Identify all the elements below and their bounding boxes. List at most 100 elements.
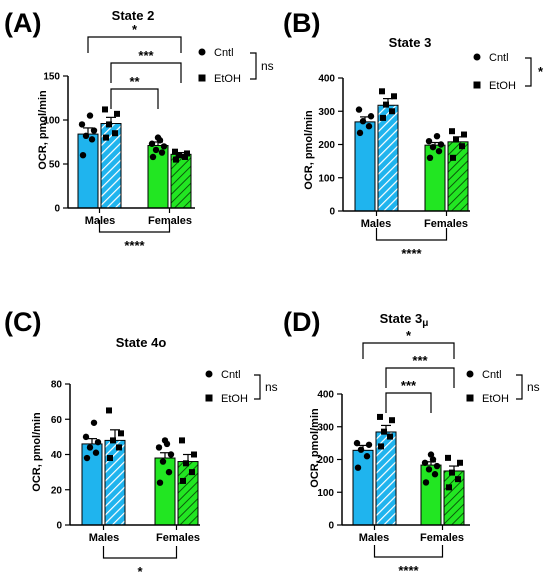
data-point-circle xyxy=(152,146,160,154)
data-point-square xyxy=(389,417,395,424)
cntl-circle-icon xyxy=(466,370,474,378)
data-point-square xyxy=(446,484,452,491)
legend-label-cntl: Cntl xyxy=(489,52,509,64)
data-point-square xyxy=(378,443,384,450)
data-point-square xyxy=(102,106,108,113)
y-tick-label: 0 xyxy=(54,204,60,215)
bar-females-etoh xyxy=(447,141,469,212)
data-point-square xyxy=(450,154,456,161)
legend-bracket xyxy=(516,374,523,400)
data-point-square xyxy=(461,131,467,138)
panel-letter: (A) xyxy=(4,8,41,38)
legend-label-cntl: Cntl xyxy=(214,47,234,59)
data-point-circle xyxy=(161,437,169,444)
data-point-circle xyxy=(367,113,375,120)
y-tick-label: 0 xyxy=(56,521,62,532)
data-point-circle xyxy=(354,464,362,471)
data-point-circle xyxy=(429,143,437,151)
data-point-circle xyxy=(156,479,164,486)
data-point-circle xyxy=(421,459,429,466)
significance-label: ** xyxy=(129,74,140,89)
significance-bracket xyxy=(110,88,159,109)
data-point-circle xyxy=(86,444,94,451)
data-point-circle xyxy=(90,419,98,426)
data-point-circle xyxy=(425,466,433,473)
bar-females-cntl xyxy=(154,457,176,526)
category-label-females: Females xyxy=(424,218,468,230)
y-axis-label: OCR, pmol/min xyxy=(31,412,43,492)
data-point-square xyxy=(455,476,461,483)
bar-females-cntl xyxy=(424,144,446,212)
y-tick-label: 80 xyxy=(51,380,63,391)
panel-title: State 4o xyxy=(116,335,167,350)
legend-label-cntl: Cntl xyxy=(221,369,241,381)
data-point-square xyxy=(116,444,122,451)
data-point-square xyxy=(103,134,109,141)
etoh-square-icon xyxy=(473,81,481,89)
sex-comparison-bracket xyxy=(98,220,171,233)
y-tick-label: 100 xyxy=(317,488,334,499)
data-point-circle xyxy=(425,137,433,145)
data-point-circle xyxy=(365,123,373,130)
data-point-circle xyxy=(167,451,175,458)
legend-label-etoh: EtOH xyxy=(489,80,516,92)
data-point-square xyxy=(180,477,186,484)
data-point-square xyxy=(172,148,178,155)
significance-bracket xyxy=(87,36,182,53)
data-point-circle xyxy=(94,438,102,446)
y-tick-label: 0 xyxy=(329,207,335,218)
data-point-square xyxy=(118,430,124,437)
cntl-circle-icon xyxy=(473,53,481,61)
bar-males-cntl xyxy=(77,133,99,209)
data-point-circle xyxy=(363,453,371,460)
data-point-circle xyxy=(86,112,94,119)
data-point-circle xyxy=(422,479,430,486)
data-point-square xyxy=(457,459,463,466)
data-point-circle xyxy=(165,468,173,476)
etoh-square-icon xyxy=(466,394,474,402)
sex-comparison-label: * xyxy=(137,564,143,579)
y-tick-label: 100 xyxy=(43,116,60,127)
data-point-circle xyxy=(78,121,86,128)
legend-label-etoh: EtOH xyxy=(214,73,241,85)
data-point-circle xyxy=(154,134,162,141)
data-point-square xyxy=(106,407,112,414)
data-point-circle xyxy=(159,458,167,465)
data-point-circle xyxy=(356,129,364,137)
data-point-circle xyxy=(158,149,166,156)
data-point-square xyxy=(173,156,179,163)
data-point-circle xyxy=(437,141,445,148)
significance-bracket xyxy=(110,62,182,83)
y-tick-label: 300 xyxy=(318,107,335,118)
data-point-square xyxy=(380,114,386,121)
data-point-square xyxy=(381,428,387,435)
data-point-circle xyxy=(427,451,435,458)
data-point-circle xyxy=(435,147,443,155)
cntl-circle-icon xyxy=(198,48,206,56)
data-point-circle xyxy=(160,143,168,150)
category-label-males: Males xyxy=(89,532,120,544)
panel-letter: (D) xyxy=(283,307,320,337)
sex-comparison-label: **** xyxy=(398,563,419,578)
legend: Cntl EtOH ns xyxy=(198,47,274,85)
data-point-circle xyxy=(83,454,91,462)
panel-letter: (C) xyxy=(4,307,41,337)
data-point-square xyxy=(184,150,190,157)
data-point-circle xyxy=(79,152,87,159)
legend-label-etoh: EtOH xyxy=(221,393,248,405)
data-point-square xyxy=(191,451,197,458)
sex-comparison-label: **** xyxy=(401,246,422,261)
panel-b: (B) State 3 OCR, pmol/min Males Females … xyxy=(283,8,544,261)
y-tick-label: 40 xyxy=(51,450,63,461)
data-point-square xyxy=(449,128,455,135)
y-tick-label: 400 xyxy=(317,390,334,401)
significance-label: *** xyxy=(401,378,417,393)
data-point-circle xyxy=(92,449,100,456)
panel-letter: (B) xyxy=(283,8,320,38)
y-axis-label: OCR, pmol/min xyxy=(309,408,321,488)
legend: Cntl EtOH ns xyxy=(466,369,540,405)
data-point-circle xyxy=(82,433,90,441)
panel-title: State 3 xyxy=(389,35,432,50)
panel-a: (A) State 2 OCR, pmol/min Males Females … xyxy=(4,8,274,253)
